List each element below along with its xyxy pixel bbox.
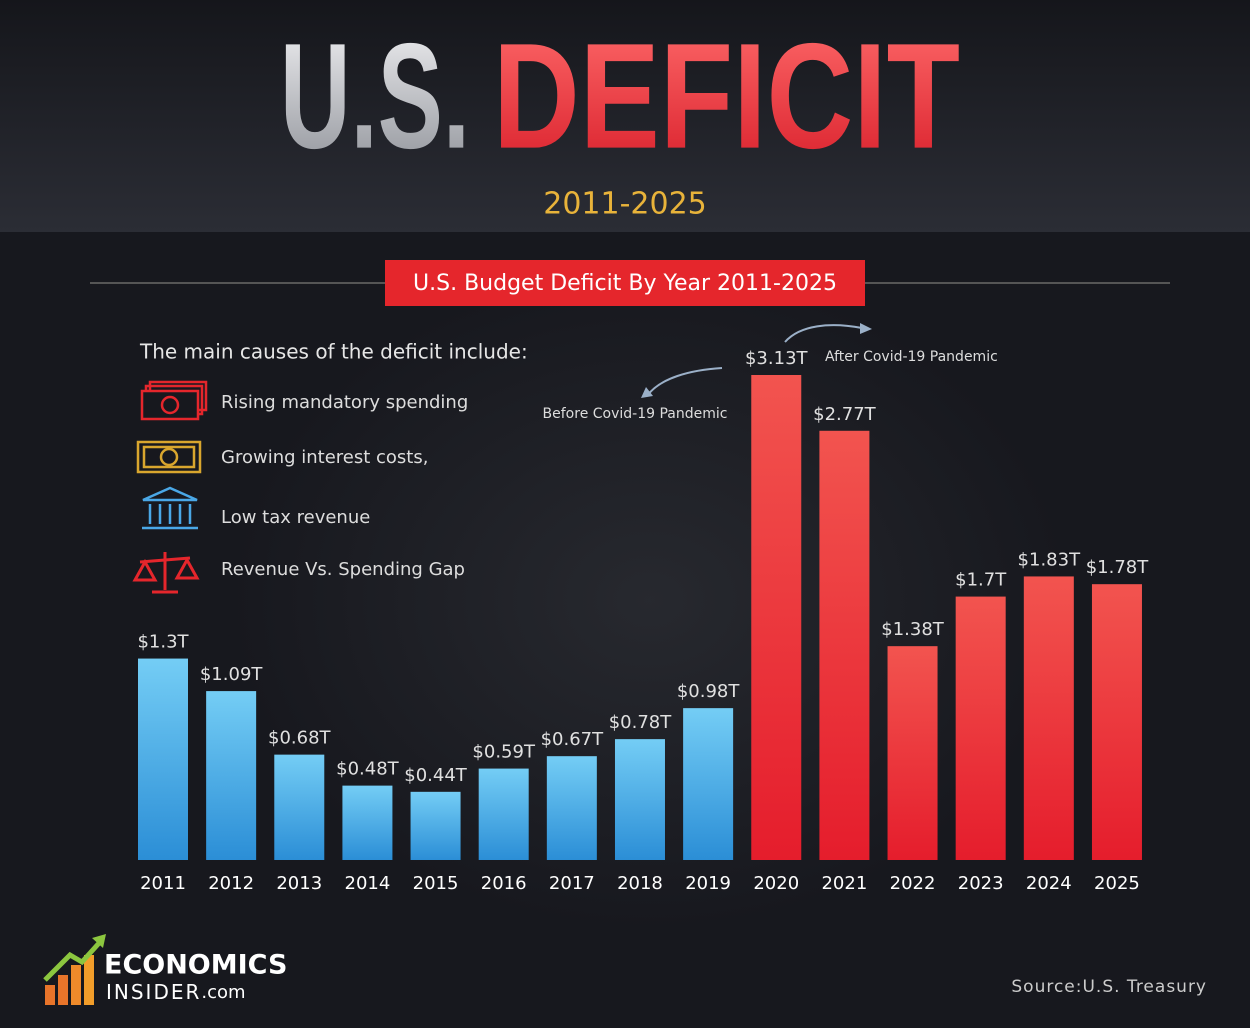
x-tick-label: 2011 — [140, 873, 186, 894]
x-tick-label: 2019 — [685, 873, 731, 894]
cause: Growing interest costs, — [221, 447, 428, 468]
arrow-head — [860, 323, 872, 334]
bar — [478, 768, 529, 860]
bar — [274, 754, 325, 860]
x-tick-label: 2024 — [1026, 873, 1072, 894]
value-label: $1.78T — [1086, 557, 1150, 578]
value-label: $0.44T — [404, 765, 468, 786]
logo-sub: INSIDER — [106, 980, 201, 1004]
arrow — [646, 367, 723, 397]
header-background — [0, 0, 1250, 232]
x-tick-label: 2017 — [549, 873, 595, 894]
causes-heading: The main causes of the deficit include: — [139, 340, 528, 364]
logo-icon — [43, 934, 106, 1005]
value-label: $1.09T — [200, 664, 264, 685]
subtitle: 2011-2025 — [543, 187, 707, 222]
logo-name: ECONOMICS — [104, 950, 287, 981]
x-tick-label: 2016 — [481, 873, 527, 894]
cause: Low tax revenue — [221, 507, 370, 528]
x-tick-label: 2013 — [276, 873, 322, 894]
x-tick-label: 2020 — [753, 873, 799, 894]
icon-cash — [136, 440, 202, 474]
value-label: $0.59T — [472, 742, 536, 763]
value-label: $0.98T — [677, 681, 741, 702]
icon-bank — [142, 486, 198, 530]
title-part2: DEFICIT — [493, 12, 960, 180]
x-tick-label: 2022 — [890, 873, 936, 894]
icon-scale — [132, 552, 200, 594]
x-tick-label: 2023 — [958, 873, 1004, 894]
x-tick-label: 2021 — [821, 873, 867, 894]
bar — [546, 756, 597, 860]
bar — [683, 708, 734, 860]
x-tick-label: 2025 — [1094, 873, 1140, 894]
cause: Rising mandatory spending — [221, 392, 468, 413]
x-tick-label: 2012 — [208, 873, 254, 894]
logo-domain: .com — [201, 982, 245, 1003]
x-tick-label: 2015 — [413, 873, 459, 894]
logo-sub: INSIDER.com — [106, 980, 246, 1004]
value-label: $3.13T — [745, 348, 809, 369]
bar — [342, 785, 393, 860]
annotation: Before Covid-19 Pandemic — [543, 406, 728, 422]
bar — [410, 791, 461, 860]
bar — [1091, 584, 1142, 860]
bar — [751, 375, 802, 860]
icon-money — [140, 380, 208, 421]
arrow-head — [641, 387, 653, 398]
bar — [614, 739, 665, 860]
source: Source:U.S. Treasury — [1011, 977, 1207, 997]
bar — [206, 691, 257, 860]
bar — [138, 658, 188, 860]
cause: Revenue Vs. Spending Gap — [221, 559, 465, 580]
x-tick-label: 2018 — [617, 873, 663, 894]
title-part1: U.S. — [280, 12, 470, 180]
value-label: $0.68T — [268, 728, 332, 749]
arrow — [784, 324, 863, 343]
value-label: $0.48T — [336, 759, 400, 780]
value-label: $1.3T — [137, 632, 189, 653]
value-label: $1.38T — [881, 619, 945, 640]
bar — [955, 596, 1006, 860]
bar — [1023, 576, 1074, 860]
value-label: $1.83T — [1018, 549, 1082, 570]
banner: U.S. Budget Deficit By Year 2011-2025 — [413, 271, 837, 296]
bar — [887, 646, 938, 860]
annotation: After Covid-19 Pandemic — [825, 349, 998, 365]
value-label: $1.7T — [955, 570, 1007, 591]
value-label: $0.78T — [609, 712, 673, 733]
value-label: $2.77T — [813, 404, 877, 425]
banner-box — [385, 260, 865, 306]
x-tick-label: 2014 — [345, 873, 391, 894]
value-label: $0.67T — [541, 729, 605, 750]
bar — [819, 430, 870, 860]
